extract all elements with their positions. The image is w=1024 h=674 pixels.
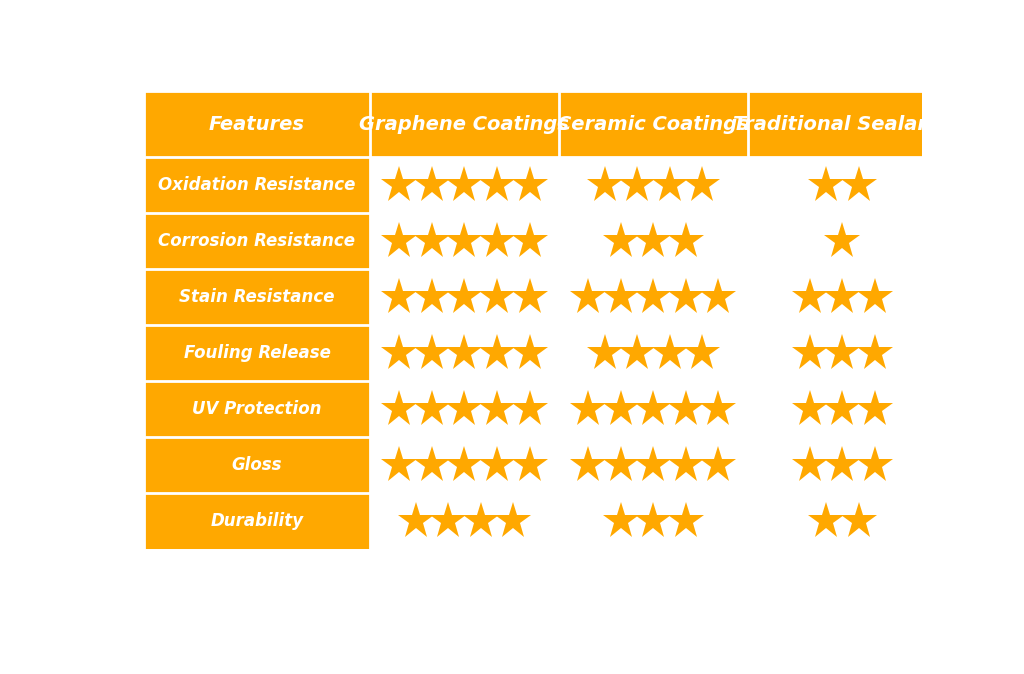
Text: Durability: Durability — [210, 512, 303, 530]
FancyBboxPatch shape — [143, 326, 370, 381]
FancyBboxPatch shape — [143, 381, 370, 437]
Text: Traditional Sealants: Traditional Sealants — [732, 115, 952, 133]
FancyBboxPatch shape — [143, 157, 370, 213]
FancyBboxPatch shape — [143, 437, 370, 493]
FancyBboxPatch shape — [370, 157, 937, 213]
Text: Corrosion Resistance: Corrosion Resistance — [159, 233, 355, 250]
FancyBboxPatch shape — [370, 270, 937, 326]
FancyBboxPatch shape — [370, 381, 937, 437]
Text: Features: Features — [209, 115, 305, 133]
Text: Gloss: Gloss — [231, 456, 283, 474]
FancyBboxPatch shape — [143, 493, 370, 549]
FancyBboxPatch shape — [370, 493, 937, 549]
Text: Fouling Release: Fouling Release — [183, 344, 331, 363]
FancyBboxPatch shape — [370, 326, 937, 381]
FancyBboxPatch shape — [370, 437, 937, 493]
FancyBboxPatch shape — [143, 270, 370, 326]
FancyBboxPatch shape — [370, 213, 937, 270]
Text: UV Protection: UV Protection — [193, 400, 322, 419]
FancyBboxPatch shape — [143, 91, 937, 157]
Text: Ceramic Coatings: Ceramic Coatings — [557, 115, 750, 133]
Text: Stain Resistance: Stain Resistance — [179, 288, 335, 306]
Text: Graphene Coatings: Graphene Coatings — [359, 115, 569, 133]
Text: Oxidation Resistance: Oxidation Resistance — [159, 176, 355, 194]
FancyBboxPatch shape — [143, 213, 370, 270]
